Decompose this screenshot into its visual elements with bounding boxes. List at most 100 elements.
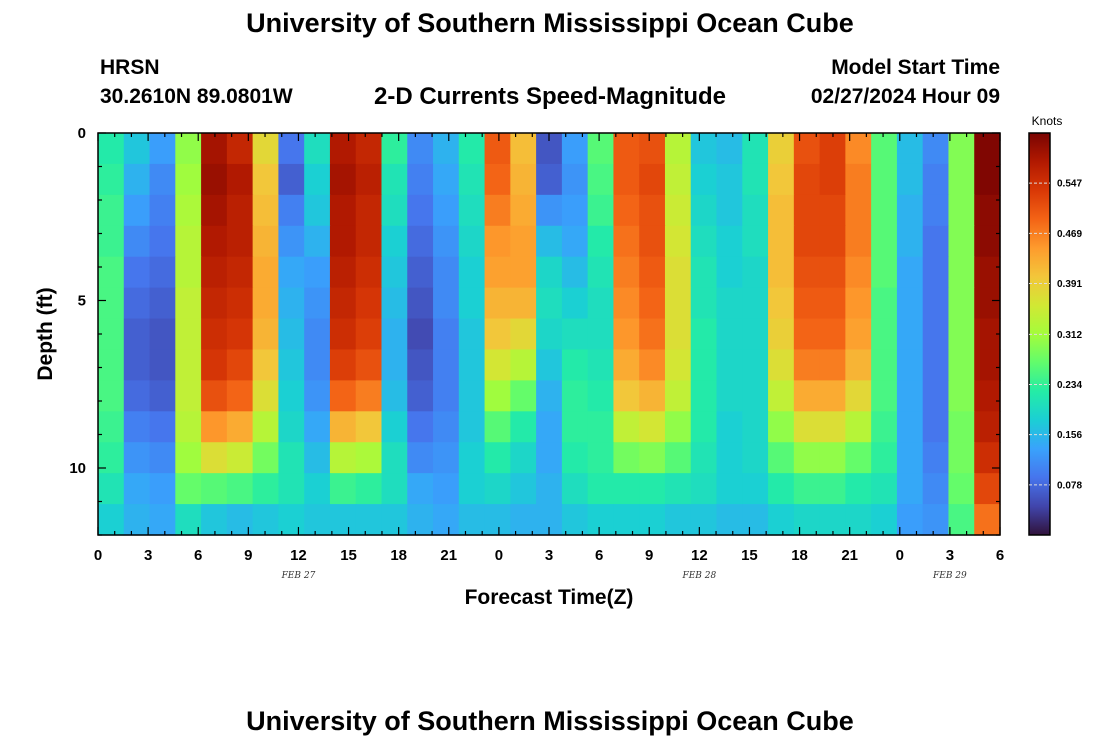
heatmap-cell [536,349,563,381]
heatmap-cell [252,318,279,351]
heatmap-cell [768,163,795,196]
heatmap-cells [98,133,1001,536]
heatmap-cell [407,256,434,289]
x-tick-label: 3 [545,547,553,564]
heatmap-cell [819,133,846,165]
heatmap-cell [510,318,537,351]
heatmap-cell [819,473,846,505]
heatmap-cell [484,133,511,165]
heatmap-cell [974,133,1001,165]
heatmap-cell [690,411,718,443]
heatmap-cell [278,287,305,320]
heatmap-cell [458,504,486,536]
x-tick-label: 0 [896,547,904,564]
heatmap-cell [433,442,460,474]
heatmap-cell [639,194,666,227]
heatmap-cell [716,473,743,505]
heatmap-cell [355,133,383,165]
heatmap-cell [561,163,589,196]
heatmap-cell [407,318,434,351]
heatmap-cell [458,194,486,227]
heatmap-cell [742,133,769,165]
heatmap-cell [587,163,615,196]
heatmap-cell [871,133,898,165]
heatmap-cell [304,256,331,289]
heatmap-cell [201,380,228,412]
heatmap-cell [510,442,537,474]
heatmap-cell [98,473,125,505]
heatmap-cell [484,411,511,443]
heatmap-cell [355,318,383,351]
heatmap-cell [175,411,202,443]
heatmap-cell [871,256,898,289]
heatmap-cell [613,442,640,474]
heatmap-cell [407,133,434,165]
heatmap-cell [484,256,511,289]
heatmap-cell [896,411,924,443]
heatmap-cell [149,225,176,258]
heatmap-cell [948,349,975,381]
heatmap-cell [226,194,254,227]
heatmap-cell [664,133,692,165]
heatmap-cell [768,194,795,227]
heatmap-cell [149,194,176,227]
heatmap-cell [458,473,486,505]
colorbar-tick-label: 0.078 [1057,480,1082,491]
heatmap-cell [922,318,950,351]
heatmap-cell [149,473,176,505]
heatmap-cell [201,256,228,289]
heatmap-cell [433,473,460,505]
heatmap-cell [716,133,743,165]
heatmap-cell [742,194,769,227]
heatmap-cell [793,133,821,165]
heatmap-cell [407,194,434,227]
heatmap-cell [355,411,383,443]
heatmap-cell [484,504,511,536]
heatmap-cell [510,473,537,505]
heatmap-cell [123,256,151,289]
heatmap-cell [664,411,692,443]
y-tick-label: 10 [69,460,86,477]
heatmap-cell [896,318,924,351]
heatmap-cell [304,349,331,381]
heatmap-cell [664,287,692,320]
heatmap-cell [690,442,718,474]
heatmap-cell [974,225,1001,258]
heatmap-cell [149,349,176,381]
heatmap-cell [922,411,950,443]
heatmap-cell [510,133,537,165]
heatmap-cell [226,225,254,258]
heatmap-cell [716,163,743,196]
heatmap-cell [98,504,125,536]
model-start-value: 02/27/2024 Hour 09 [810,85,1000,108]
heatmap-cell [123,318,151,351]
heatmap-cell [355,287,383,320]
chart-title: University of Southern Mississippi Ocean… [246,8,854,38]
heatmap-cell [278,380,305,412]
x-tick-label: 18 [390,547,407,564]
heatmap-cell [304,380,331,412]
heatmap-cell [871,163,898,196]
heatmap-cell [381,349,408,381]
x-tick-label: 9 [244,547,252,564]
heatmap-cell [329,256,357,289]
heatmap-cell [768,442,795,474]
heatmap-cell [355,504,383,536]
heatmap-cell [433,225,460,258]
heatmap-cell [639,504,666,536]
heatmap-cell [871,349,898,381]
heatmap-cell [123,225,151,258]
colorbar-title: Knots [1032,114,1063,128]
heatmap-cell [433,349,460,381]
heatmap-cell [664,225,692,258]
heatmap-cell [407,380,434,412]
heatmap-cell [98,349,125,381]
heatmap-cell [587,194,615,227]
heatmap-cell [819,256,846,289]
heatmap-cell [149,442,176,474]
heatmap-cell [484,442,511,474]
heatmap-cell [819,411,846,443]
station-coordinates: 30.2610N 89.0801W [100,85,293,108]
heatmap-cell [407,225,434,258]
heatmap-cell [458,163,486,196]
